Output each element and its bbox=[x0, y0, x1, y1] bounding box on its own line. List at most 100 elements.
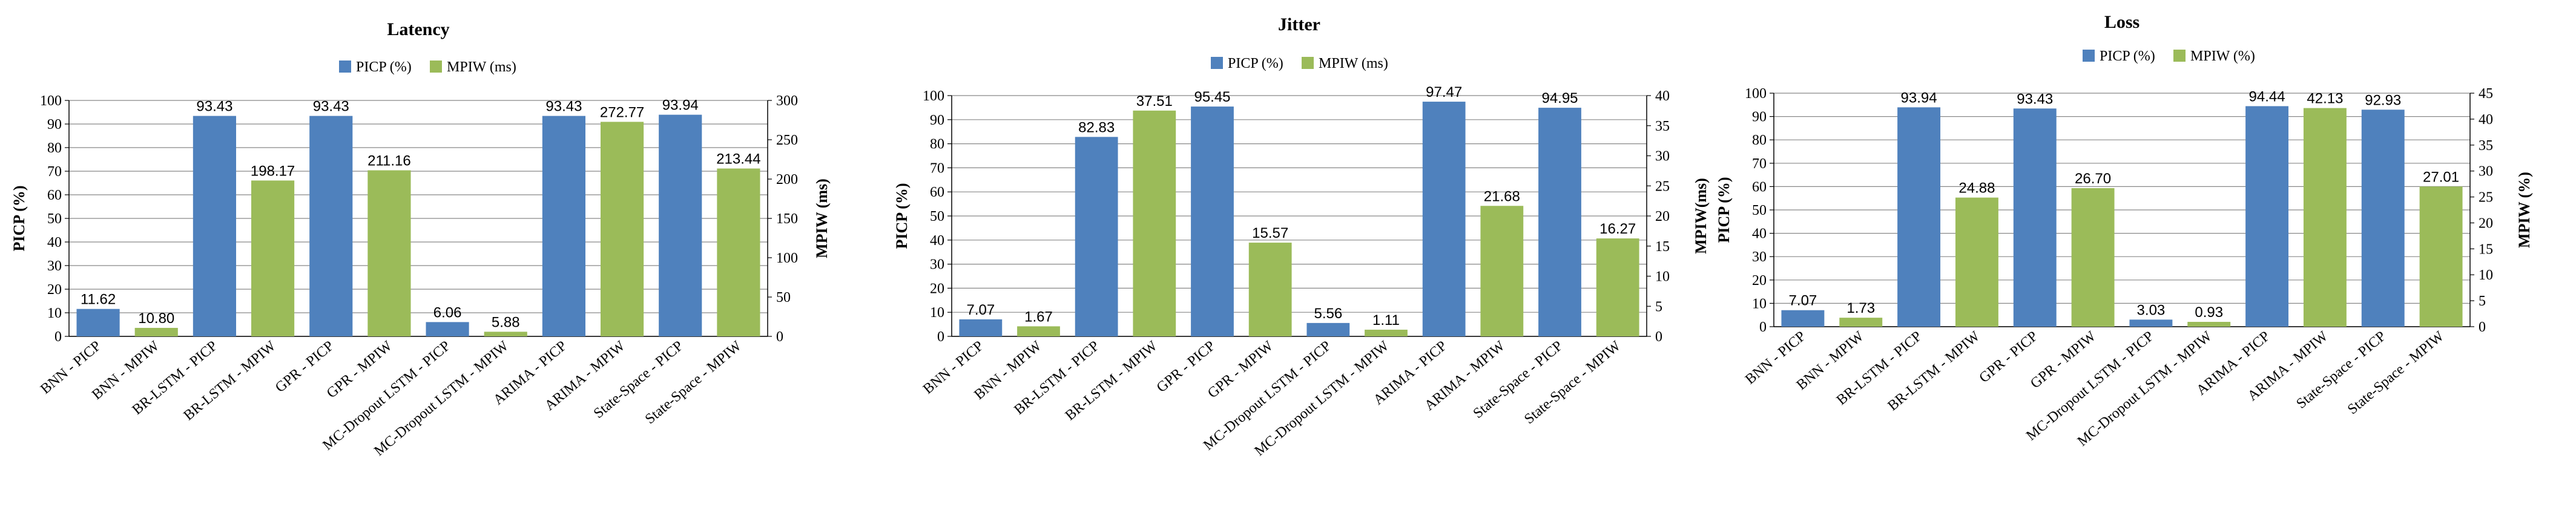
bar-picp bbox=[1781, 310, 1825, 327]
legend-swatch-mpiw bbox=[430, 60, 442, 73]
y-tick-label: 40 bbox=[930, 233, 944, 249]
bar-mpiw bbox=[251, 180, 295, 336]
bar-picp bbox=[76, 309, 120, 336]
y-tick-label: 10 bbox=[47, 306, 62, 321]
y-tick-label: 30 bbox=[1752, 249, 1767, 265]
y-tick-label: 60 bbox=[1752, 179, 1767, 195]
bar-mpiw bbox=[2071, 188, 2115, 327]
data-label: 21.68 bbox=[1484, 188, 1520, 204]
bar-mpiw bbox=[134, 327, 178, 336]
y2-tick-label: 15 bbox=[2479, 241, 2493, 257]
data-label: 93.94 bbox=[1901, 90, 1937, 106]
y-tick-label: 40 bbox=[1752, 226, 1767, 242]
bar-picp bbox=[2129, 319, 2173, 327]
bar-picp bbox=[2361, 110, 2405, 327]
y-tick-label: 80 bbox=[1752, 132, 1767, 148]
y-tick-label: 70 bbox=[930, 160, 944, 176]
bar-picp bbox=[426, 322, 469, 336]
data-label: 93.43 bbox=[545, 99, 582, 115]
bar-mpiw bbox=[1133, 110, 1176, 336]
bar-picp bbox=[2245, 106, 2289, 327]
data-label: 94.44 bbox=[2249, 88, 2285, 105]
x-tick-label: State-Space - MPIW bbox=[2345, 328, 2447, 417]
y-tick-label: 40 bbox=[47, 235, 62, 250]
y-tick-label: 20 bbox=[930, 281, 944, 296]
bar-picp bbox=[193, 116, 236, 337]
legend-swatch-mpiw bbox=[1302, 57, 1314, 69]
y2-tick-label: 50 bbox=[776, 290, 791, 306]
y2-tick-label: 0 bbox=[1655, 329, 1662, 345]
data-label: 211.16 bbox=[367, 152, 411, 169]
data-label: 198.17 bbox=[251, 163, 295, 179]
y2-tick-label: 200 bbox=[776, 172, 798, 188]
y-axis-title: PICP (%) bbox=[1715, 177, 1733, 243]
legend-label-picp: PICP (%) bbox=[356, 59, 412, 75]
chart-title: Jitter bbox=[1278, 15, 1320, 34]
y-tick-label: 70 bbox=[1752, 156, 1767, 172]
data-label: 27.01 bbox=[2423, 169, 2459, 185]
y-tick-label: 0 bbox=[54, 329, 62, 345]
data-label: 1.73 bbox=[1846, 300, 1875, 316]
y-tick-label: 70 bbox=[47, 164, 62, 180]
data-label: 26.70 bbox=[2075, 171, 2111, 187]
bar-mpiw bbox=[1248, 243, 1292, 336]
data-label: 16.27 bbox=[1599, 221, 1636, 237]
legend-label-picp: PICP (%) bbox=[2100, 48, 2155, 64]
bar-mpiw bbox=[1839, 318, 1883, 327]
y2-tick-label: 35 bbox=[1655, 119, 1670, 134]
bar-picp bbox=[1306, 322, 1350, 336]
y-tick-label: 50 bbox=[930, 209, 944, 224]
bar-mpiw bbox=[2303, 108, 2347, 327]
data-label: 10.80 bbox=[138, 310, 174, 327]
data-label: 37.51 bbox=[1136, 93, 1173, 110]
data-label: 95.45 bbox=[1194, 89, 1230, 105]
y2-tick-label: 35 bbox=[2479, 138, 2493, 154]
data-label: 272.77 bbox=[600, 104, 644, 120]
y-tick-label: 20 bbox=[47, 282, 62, 298]
y-axis-title: PICP (%) bbox=[10, 185, 28, 251]
y-tick-label: 0 bbox=[1759, 319, 1767, 335]
data-label: 5.56 bbox=[1314, 306, 1342, 322]
legend-label-mpiw: MPIW (ms) bbox=[1319, 56, 1388, 71]
y-tick-label: 50 bbox=[47, 211, 62, 227]
y2-tick-label: 40 bbox=[1655, 88, 1670, 104]
bar-picp bbox=[1075, 137, 1118, 336]
chart-1: Latency PICP (%) MPIW (ms) 0 10 20 30 40 50 60 70 8… bbox=[10, 19, 831, 459]
y-tick-label: 20 bbox=[1752, 273, 1767, 289]
y2-tick-label: 5 bbox=[1655, 299, 1662, 315]
y2-tick-label: 40 bbox=[2479, 112, 2493, 128]
y2-tick-label: 0 bbox=[2479, 319, 2486, 335]
y-tick-label: 90 bbox=[930, 113, 944, 128]
y-tick-label: 60 bbox=[930, 185, 944, 200]
bar-picp bbox=[542, 116, 585, 337]
data-label: 15.57 bbox=[1252, 225, 1288, 241]
bar-picp bbox=[1191, 106, 1234, 336]
y2-tick-label: 100 bbox=[776, 250, 798, 266]
legend-label-picp: PICP (%) bbox=[1228, 56, 1283, 71]
bar-picp bbox=[1538, 108, 1581, 336]
data-label: 213.44 bbox=[716, 151, 760, 168]
y2-tick-label: 15 bbox=[1655, 239, 1670, 255]
legend: PICP (%) MPIW (%) bbox=[2083, 48, 2255, 64]
legend: PICP (%) MPIW (ms) bbox=[1211, 56, 1388, 71]
legend-swatch-picp bbox=[1211, 57, 1223, 69]
data-label: 7.07 bbox=[966, 302, 995, 318]
y-tick-label: 30 bbox=[930, 257, 944, 273]
bar-mpiw bbox=[1365, 329, 1408, 336]
y2-tick-label: 5 bbox=[2479, 293, 2486, 309]
y-tick-label: 90 bbox=[47, 117, 62, 132]
y-tick-label: 90 bbox=[1752, 110, 1767, 125]
bar-mpiw bbox=[1480, 206, 1524, 336]
bar-mpiw bbox=[1017, 326, 1060, 336]
y-tick-label: 60 bbox=[47, 188, 62, 203]
legend: PICP (%) MPIW (ms) bbox=[339, 59, 516, 75]
y2-tick-label: 150 bbox=[776, 211, 798, 227]
bar-mpiw bbox=[2187, 322, 2231, 327]
bar-picp bbox=[309, 116, 353, 337]
data-label: 92.93 bbox=[2365, 92, 2401, 108]
data-label: 97.47 bbox=[1426, 84, 1462, 100]
legend-swatch-picp bbox=[339, 60, 351, 73]
y2-tick-label: 0 bbox=[776, 329, 783, 345]
data-label: 1.67 bbox=[1024, 309, 1053, 325]
